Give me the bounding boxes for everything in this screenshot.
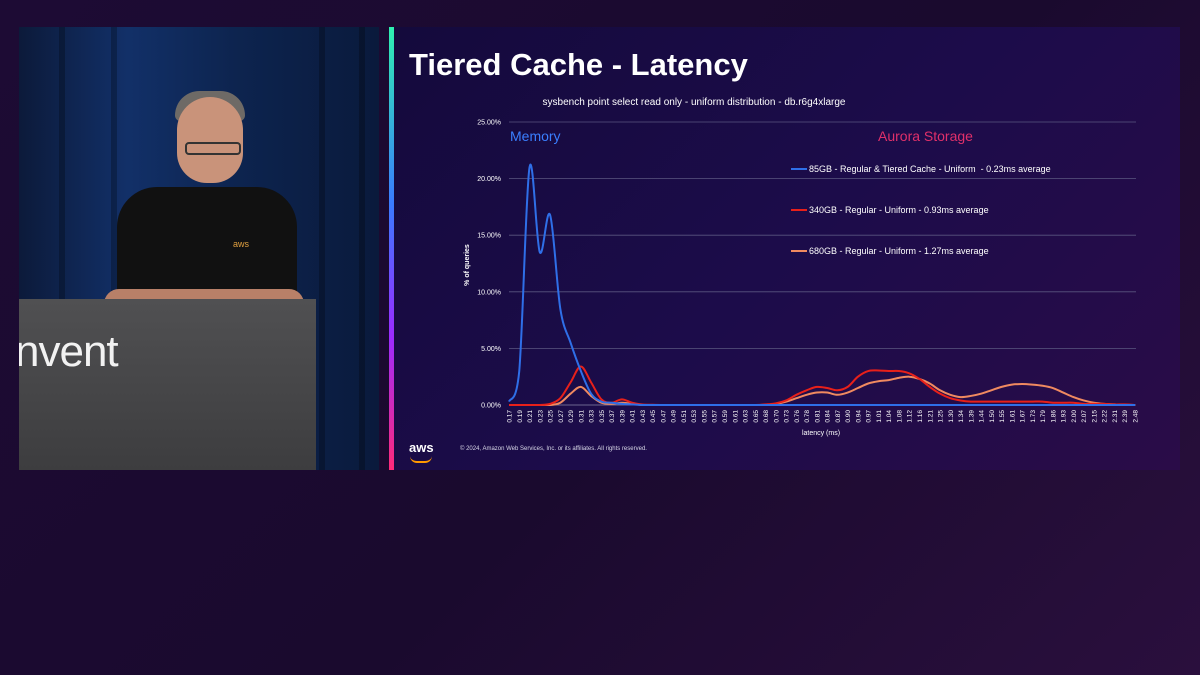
x-tick-label: 0.35 — [599, 410, 606, 423]
x-tick-label: 0.59 — [722, 410, 729, 423]
x-tick-label: 0.17 — [507, 410, 514, 423]
annotation-memory: Memory — [510, 128, 561, 144]
x-tick-label: 0.68 — [763, 410, 770, 423]
x-tick-label: 0.41 — [630, 410, 637, 423]
x-tick-label: 0.84 — [825, 410, 832, 423]
y-tick-label: 5.00% — [481, 346, 501, 353]
x-tick-label: 0.45 — [650, 410, 657, 423]
x-tick-label: 0.49 — [671, 410, 678, 423]
x-tick-label: 0.90 — [845, 410, 852, 423]
legend-item-340gb: 340GB - Regular - Uniform - 0.93ms avera… — [809, 205, 989, 215]
x-tick-label: 0.25 — [548, 410, 555, 423]
speaker-head — [177, 97, 243, 183]
x-tick-label: 1.55 — [999, 410, 1006, 423]
x-tick-label: 0.27 — [558, 410, 565, 423]
x-tick-label: 0.23 — [537, 410, 544, 423]
x-tick-label: 1.30 — [948, 410, 955, 423]
x-tick-label: 1.44 — [979, 410, 986, 423]
shirt-logo: aws — [233, 239, 250, 249]
x-axis-label: latency (ms) — [802, 430, 840, 437]
x-tick-label: 0.76 — [794, 410, 801, 423]
x-tick-label: 1.04 — [886, 410, 893, 423]
x-tick-label: 0.65 — [753, 410, 760, 423]
x-tick-label: 0.19 — [517, 410, 524, 423]
x-tick-label: 1.39 — [968, 410, 975, 423]
curtain-fold — [319, 27, 325, 470]
x-tick-label: 2.39 — [1122, 410, 1129, 423]
legend: 85GB - Regular & Tiered Cache - Uniform … — [791, 164, 1051, 256]
slide-accent-bar — [389, 27, 394, 470]
x-tick-label: 1.12 — [907, 410, 914, 423]
x-axis-ticks: 0.17 0.19 0.21 0.23 0.25 0.27 0.29 0.31 0.33 0.35… — [507, 410, 1140, 423]
chart-title: sysbench point select read only - unifor… — [543, 97, 846, 108]
x-tick-label: 0.33 — [589, 410, 596, 423]
x-tick-label: 1.08 — [896, 410, 903, 423]
aws-logo-smile — [410, 456, 432, 463]
x-tick-label: 1.67 — [1020, 410, 1027, 423]
x-tick-label: 0.47 — [660, 410, 667, 423]
x-tick-label: 0.87 — [835, 410, 842, 423]
x-tick-label: 2.07 — [1081, 410, 1088, 423]
x-tick-label: 0.37 — [609, 410, 616, 423]
x-tick-label: 1.61 — [1009, 410, 1016, 423]
x-tick-label: 2.48 — [1133, 410, 1140, 423]
curtain-fold — [59, 27, 65, 470]
x-tick-label: 1.25 — [938, 410, 945, 423]
x-tick-label: 1.73 — [1030, 410, 1037, 423]
y-axis-label: % of queries — [464, 244, 471, 286]
x-tick-label: 0.97 — [866, 410, 873, 423]
legend-item-680gb: 680GB - Regular - Uniform - 1.27ms avera… — [809, 246, 989, 256]
series-lines — [508, 163, 1136, 406]
annotation-aurora-storage: Aurora Storage — [878, 128, 973, 144]
x-tick-label: 0.57 — [712, 410, 719, 423]
y-tick-label: 0.00% — [481, 403, 501, 410]
x-tick-label: 1.93 — [1061, 410, 1068, 423]
x-tick-label: 2.00 — [1071, 410, 1078, 423]
speaker-video: aws nvent — [19, 27, 379, 470]
x-tick-label: 0.29 — [568, 410, 575, 423]
latency-chart: sysbench point select read only - unifor… — [464, 97, 1140, 437]
x-tick-label: 0.51 — [681, 410, 688, 423]
x-tick-label: 1.21 — [927, 410, 934, 423]
copyright-text: © 2024, Amazon Web Services, Inc. or its… — [460, 446, 647, 452]
y-tick-label: 15.00% — [477, 233, 501, 240]
x-tick-label: 0.61 — [732, 410, 739, 423]
x-tick-label: 2.22 — [1102, 410, 1109, 423]
x-tick-label: 0.31 — [578, 410, 585, 423]
x-tick-label: 1.50 — [989, 410, 996, 423]
x-tick-label: 1.16 — [917, 410, 924, 423]
x-tick-label: 0.81 — [814, 410, 821, 423]
x-tick-label: 2.15 — [1091, 410, 1098, 423]
x-tick-label: 0.55 — [701, 410, 708, 423]
aws-logo: aws — [409, 440, 434, 455]
y-tick-label: 20.00% — [477, 176, 501, 183]
legend-item-85gb: 85GB - Regular & Tiered Cache - Uniform … — [809, 164, 1051, 174]
y-axis-ticks: 0.00% 5.00% 10.00% 15.00% 20.00% 25.00% — [477, 120, 501, 410]
x-tick-label: 0.73 — [784, 410, 791, 423]
x-tick-label: 0.78 — [804, 410, 811, 423]
x-tick-label: 0.63 — [743, 410, 750, 423]
x-tick-label: 0.94 — [855, 410, 862, 423]
x-tick-label: 2.31 — [1112, 410, 1119, 423]
y-tick-label: 25.00% — [477, 120, 501, 127]
podium — [19, 299, 316, 470]
series-line-85gb — [508, 163, 1135, 406]
speaker-glasses — [185, 142, 241, 155]
y-tick-label: 10.00% — [477, 289, 501, 296]
x-tick-label: 1.34 — [958, 410, 965, 423]
presentation-slide: Tiered Cache - Latency sysbench point se… — [389, 27, 1180, 470]
slide-title: Tiered Cache - Latency — [409, 47, 748, 82]
curtain-fold — [359, 27, 365, 470]
x-tick-label: 0.70 — [773, 410, 780, 423]
x-tick-label: 0.53 — [691, 410, 698, 423]
x-tick-label: 0.43 — [640, 410, 647, 423]
x-tick-label: 0.21 — [527, 410, 534, 423]
x-tick-label: 1.01 — [876, 410, 883, 423]
x-tick-label: 1.79 — [1040, 410, 1047, 423]
x-tick-label: 0.39 — [619, 410, 626, 423]
x-tick-label: 1.86 — [1050, 410, 1057, 423]
podium-text: nvent — [19, 327, 119, 376]
curtain-fold — [111, 27, 117, 470]
